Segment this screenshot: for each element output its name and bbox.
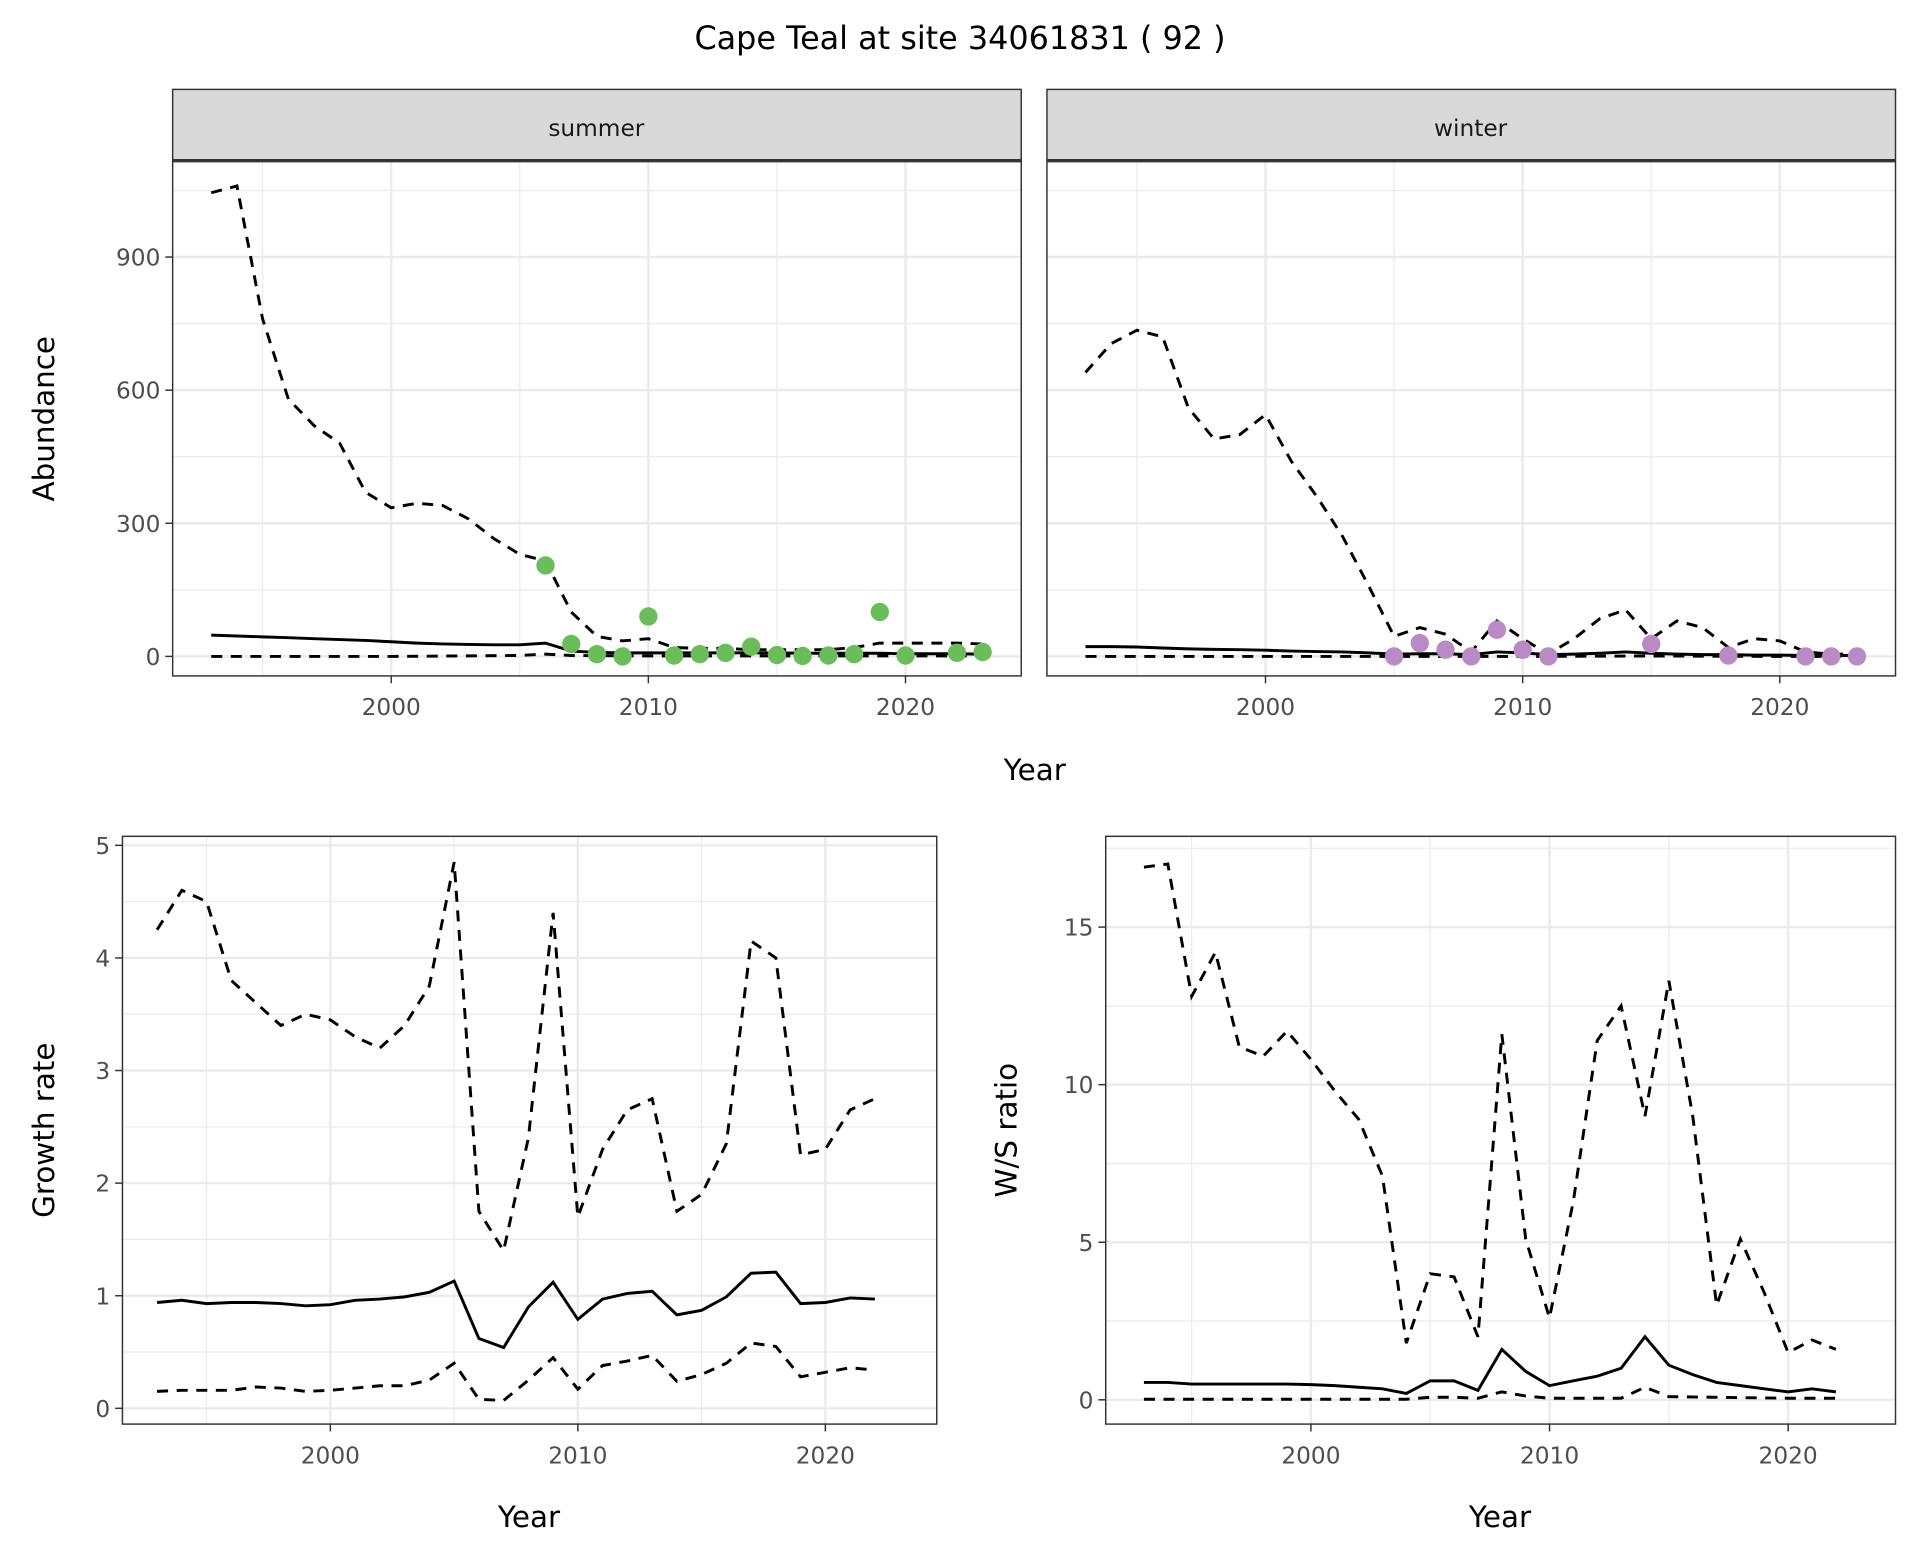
data-point bbox=[1796, 647, 1815, 666]
y-tick-label: 1 bbox=[95, 1283, 110, 1310]
x-tick-label: 2010 bbox=[619, 694, 678, 721]
y-axis-label-ws: W/S ratio bbox=[989, 1063, 1023, 1198]
x-tick-label: 2020 bbox=[1759, 1442, 1818, 1469]
data-point bbox=[870, 602, 889, 622]
plot-background bbox=[172, 161, 1022, 676]
x-axis-label-ws: Year bbox=[1468, 1500, 1532, 1534]
solid-series-line-1 bbox=[1143, 1334, 1837, 1396]
x-tick-label: 2010 bbox=[1520, 1442, 1579, 1469]
solid-series-line-1 bbox=[156, 1270, 875, 1350]
strip-label-summer: summer bbox=[548, 115, 644, 142]
data-point bbox=[1410, 633, 1429, 653]
y-tick-label: 0 bbox=[146, 644, 161, 671]
data-point bbox=[1436, 640, 1455, 659]
data-point bbox=[793, 646, 812, 666]
data-point bbox=[1487, 620, 1507, 639]
data-point bbox=[664, 646, 684, 665]
data-point bbox=[562, 634, 581, 654]
data-point bbox=[1513, 640, 1532, 659]
facet-strip bbox=[171, 88, 1022, 162]
y-tick-label: 300 bbox=[116, 511, 160, 538]
x-tick-label: 2000 bbox=[1236, 694, 1295, 721]
chart-title: Cape Teal at site 34061831 ( 92 ) bbox=[694, 19, 1225, 57]
data-point bbox=[1539, 647, 1558, 666]
y-tick-label: 5 bbox=[1079, 1230, 1094, 1257]
y-tick-label: 5 bbox=[95, 833, 110, 860]
data-point bbox=[639, 607, 658, 626]
data-point bbox=[716, 643, 735, 663]
summer-panel: 2000 2010 2020 0 300 600 900 bbox=[116, 88, 1022, 721]
x-tick-label: 2000 bbox=[1281, 1442, 1340, 1469]
data-point bbox=[973, 642, 992, 662]
strip-label-winter: winter bbox=[1434, 115, 1508, 142]
y-tick-label: 0 bbox=[95, 1396, 110, 1423]
y-tick-label: 0 bbox=[1079, 1387, 1094, 1414]
x-tick-label: 2020 bbox=[796, 1442, 855, 1469]
data-point bbox=[1384, 647, 1404, 666]
data-point bbox=[1642, 634, 1661, 654]
x-tick-label: 2000 bbox=[301, 1442, 360, 1469]
plot-background bbox=[1105, 836, 1896, 1425]
data-point bbox=[536, 556, 555, 575]
x-axis-label-growth: Year bbox=[497, 1500, 561, 1534]
panel-border bbox=[1104, 835, 1897, 1425]
growth-rate-panel: 2000 2010 2020 0 1 2 3 4 5 bbox=[95, 833, 938, 1469]
y-tick-label: 600 bbox=[116, 378, 160, 405]
data-point bbox=[844, 644, 864, 664]
x-tick-label: 2000 bbox=[362, 694, 421, 721]
data-point bbox=[767, 645, 787, 665]
x-tick-label: 2010 bbox=[1493, 694, 1552, 721]
winter-panel: 2000 2010 2020 bbox=[1046, 88, 1897, 721]
data-point bbox=[819, 646, 838, 665]
facet-strip bbox=[1046, 88, 1897, 162]
data-point bbox=[1462, 647, 1481, 666]
data-point bbox=[1822, 647, 1841, 666]
y-tick-label: 4 bbox=[95, 946, 110, 973]
y-tick-label: 900 bbox=[116, 245, 160, 272]
plot-background bbox=[1046, 161, 1896, 676]
x-tick-label: 2020 bbox=[876, 694, 935, 721]
panel-border bbox=[121, 835, 938, 1425]
data-point bbox=[613, 647, 632, 666]
x-axis-label-abundance: Year bbox=[1003, 753, 1067, 787]
dashed-series-line-0 bbox=[1143, 862, 1837, 1355]
y-axis-label-growth: Growth rate bbox=[27, 1043, 61, 1218]
data-point bbox=[587, 644, 607, 664]
data-point bbox=[742, 637, 761, 656]
x-tick-label: 2020 bbox=[1750, 694, 1809, 721]
dashed-series-line-2 bbox=[157, 1341, 876, 1402]
y-tick-label: 2 bbox=[95, 1171, 110, 1198]
y-tick-label: 15 bbox=[1064, 915, 1094, 942]
y-tick-label: 10 bbox=[1064, 1072, 1094, 1099]
ws-ratio-panel: 2000 2010 2020 0 5 10 15 bbox=[1064, 835, 1897, 1469]
x-tick-label: 2010 bbox=[548, 1442, 607, 1469]
dashed-series-line-0 bbox=[155, 861, 876, 1255]
data-point bbox=[947, 643, 967, 663]
data-point bbox=[690, 644, 709, 664]
y-tick-label: 3 bbox=[95, 1058, 110, 1085]
y-axis-label-abundance: Abundance bbox=[27, 336, 61, 501]
data-point bbox=[896, 646, 915, 665]
data-point bbox=[1719, 646, 1738, 665]
data-point bbox=[1847, 647, 1867, 666]
